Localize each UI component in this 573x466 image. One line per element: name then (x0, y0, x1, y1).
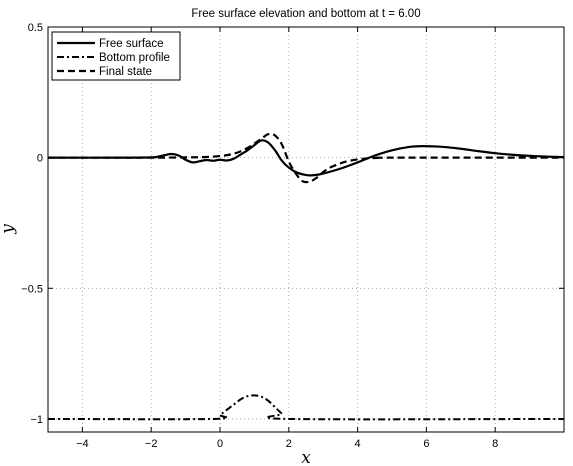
y-tick-label: −0.5 (21, 283, 43, 295)
x-axis-label: x (301, 448, 311, 466)
x-tick-label: 8 (492, 438, 498, 450)
x-tick-label: 6 (423, 438, 429, 450)
x-tick-label: −4 (76, 438, 89, 450)
x-tick-label: 4 (355, 438, 361, 450)
legend-entry-final-state: Final state (99, 66, 152, 78)
series-line-final-state (47, 132, 565, 184)
y-tick-label: −1 (30, 414, 43, 426)
series-line-free-surface (47, 139, 565, 177)
legend-entry-free-surface: Free surface (99, 38, 164, 50)
series-line-bottom-profile (47, 394, 565, 421)
plot-frame (47, 26, 565, 433)
x-tick-label: −2 (145, 438, 158, 450)
chart-title: Free surface elevation and bottom at t =… (191, 8, 420, 20)
legend: Free surface Bottom profile Final state (51, 31, 181, 81)
y-axis-label: y (0, 224, 18, 235)
series-layer (47, 132, 565, 421)
tick-layer: −4 −2 0 2 4 6 8 0.5 0 −0.5 −1 (21, 22, 564, 450)
y-tick-label: 0.5 (28, 22, 43, 34)
legend-entry-bottom-profile: Bottom profile (99, 52, 170, 64)
x-tick-label: 2 (286, 438, 292, 450)
x-tick-label: 0 (217, 438, 223, 450)
y-tick-label: 0 (37, 153, 43, 165)
